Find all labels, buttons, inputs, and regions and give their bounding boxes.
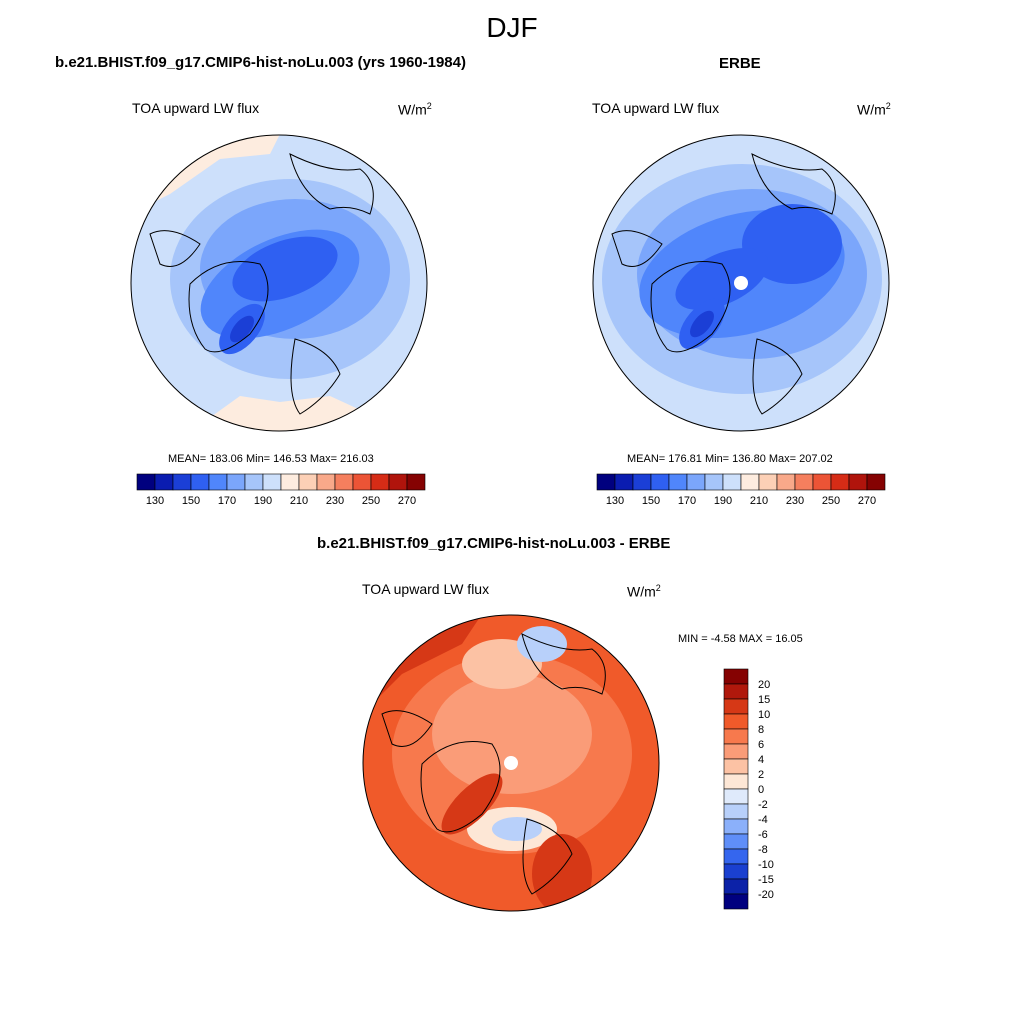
panel-1-colorbar-swatch (154, 473, 174, 491)
panel-3-colorbar-swatch (723, 803, 749, 820)
panel-3-colorbar-swatch (723, 713, 749, 730)
panel-2-colorbar-tick-label: 270 (858, 495, 876, 507)
panel-3-variable-label: TOA upward LW flux (362, 581, 490, 597)
panel-3-colorbar-tick-label: 10 (758, 709, 770, 721)
panel-3-units: W/m2 (627, 583, 661, 600)
panel-1-colorbar-tick-label: 210 (290, 495, 308, 507)
panel-1-colorbar-swatch (190, 473, 210, 491)
panel-3-colorbar-swatch (723, 668, 749, 685)
panel-1-colorbar-tick-label: 150 (182, 495, 200, 507)
panel-1-colorbar-swatch (334, 473, 354, 491)
panel-3-colorbar-tick-label: 8 (758, 724, 764, 736)
panel-3-colorbar-swatch (723, 743, 749, 760)
panel-3-colorbar-swatch (723, 878, 749, 895)
panel-2-colorbar-tick-label: 230 (786, 495, 804, 507)
panel-1-colorbar-tick-label: 230 (326, 495, 344, 507)
panel-3-colorbar-swatch (723, 788, 749, 805)
panel-3-colorbar-tick-label: 0 (758, 784, 764, 796)
panel-3-colorbar-swatch (723, 893, 749, 910)
season-title: DJF (486, 12, 538, 43)
panel-3-colorbar-tick-label: -10 (758, 859, 774, 871)
panel-1-colorbar-tick-label: 250 (362, 495, 380, 507)
panel-2-units: W/m2 (857, 101, 891, 118)
panel-2-colorbar-swatch (704, 473, 724, 491)
panel-3-polar-map (362, 614, 660, 912)
panel-3-colorbar-tick-label: -20 (758, 889, 774, 901)
panel-1-colorbar-tick-label: 130 (146, 495, 164, 507)
panel-2-polar-map (592, 134, 890, 432)
panel-3-colorbar-tick-label: 6 (758, 739, 764, 751)
panel-2-colorbar-swatch (866, 473, 886, 491)
panel-2-colorbar-swatch (794, 473, 814, 491)
panel-2-colorbar-swatch (614, 473, 634, 491)
panel-2-colorbar-tick-label: 170 (678, 495, 696, 507)
panel-3-colorbar-tick-label: 2 (758, 769, 764, 781)
panel-3-colorbar-swatch (723, 863, 749, 880)
panel-1-colorbar-swatch (352, 473, 372, 491)
panel-2-colorbar-swatch (686, 473, 706, 491)
panel-3-colorbar-tick-label: 20 (758, 679, 770, 691)
panel-2-colorbar-tick-label: 250 (822, 495, 840, 507)
panel-2-colorbar-tick-label: 190 (714, 495, 732, 507)
panel-2-colorbar-tick-label: 130 (606, 495, 624, 507)
panel-1-colorbar-swatch (316, 473, 336, 491)
panel-1-colorbar-swatch (388, 473, 408, 491)
panel-3-colorbar-swatch (723, 773, 749, 790)
panel-1-colorbar-swatch (244, 473, 264, 491)
panel-1-colorbar: 130 150 170 190 210 230 250 270 (136, 473, 426, 507)
panel-3-colorbar-tick-label: -2 (758, 799, 768, 811)
panel-2-variable-label: TOA upward LW flux (592, 100, 720, 116)
panel-3-colorbar-tick-label: 15 (758, 694, 770, 706)
panel-2-colorbar-swatch (830, 473, 850, 491)
panel-1-colorbar-swatch (280, 473, 300, 491)
panel-1-colorbar-swatch (370, 473, 390, 491)
panel-2-title: ERBE (719, 55, 761, 72)
panel-3-colorbar-tick-label: 4 (758, 754, 764, 766)
panel-2-colorbar-swatch (740, 473, 760, 491)
panel-3-stats: MIN = -4.58 MAX = 16.05 (678, 633, 803, 645)
panel-1-colorbar-swatch (226, 473, 246, 491)
panel-1-polar-map (130, 134, 428, 432)
panel-2-colorbar-swatch (632, 473, 652, 491)
panel-1-colorbar-swatch (136, 473, 156, 491)
panel-1-colorbar-swatch (298, 473, 318, 491)
panel-1-colorbar-swatch (172, 473, 192, 491)
panel-1-title: b.e21.BHIST.f09_g17.CMIP6-hist-noLu.003 … (55, 54, 466, 71)
panel-3-colorbar-tick-label: -8 (758, 844, 768, 856)
panel-3-colorbar-swatch (723, 818, 749, 835)
panel-2-colorbar-swatch (776, 473, 796, 491)
panel-1-units: W/m2 (398, 101, 432, 118)
panel-2-colorbar-swatch (812, 473, 832, 491)
panel-1-stats: MEAN= 183.06 Min= 146.53 Max= 216.03 (168, 453, 374, 465)
panel-3-colorbar-swatch (723, 848, 749, 865)
panel-1-colorbar-tick-label: 170 (218, 495, 236, 507)
panel-3-colorbar-tick-label: -6 (758, 829, 768, 841)
panel-2-colorbar-swatch (758, 473, 778, 491)
panel-2-colorbar-swatch (722, 473, 742, 491)
panel-2-colorbar-swatch (596, 473, 616, 491)
panel-1-colorbar-swatch (208, 473, 228, 491)
panel-3-colorbar-tick-label: -15 (758, 874, 774, 886)
panel-1-colorbar-swatch (262, 473, 282, 491)
panel-3-colorbar-swatch (723, 698, 749, 715)
panel-3-colorbar-tick-label: -4 (758, 814, 768, 826)
panel-2-colorbar-tick-label: 150 (642, 495, 660, 507)
panel-1-colorbar-tick-label: 190 (254, 495, 272, 507)
panel-2-colorbar-swatch (848, 473, 868, 491)
panel-2-colorbar-swatch (668, 473, 688, 491)
panel-3-colorbar-swatch (723, 833, 749, 850)
panel-3-colorbar-swatch (723, 758, 749, 775)
panel-2-stats: MEAN= 176.81 Min= 136.80 Max= 207.02 (627, 453, 833, 465)
panel-1-colorbar-tick-label: 270 (398, 495, 416, 507)
panel-2-colorbar-swatch (650, 473, 670, 491)
panel-3-colorbar-swatch (723, 728, 749, 745)
panel-1-variable-label: TOA upward LW flux (132, 100, 260, 116)
panel-2-colorbar-tick-label: 210 (750, 495, 768, 507)
panel-3-title: b.e21.BHIST.f09_g17.CMIP6-hist-noLu.003 … (317, 535, 671, 552)
panel-3-colorbar-swatch (723, 683, 749, 700)
panel-2-colorbar: 130 150 170 190 210 230 250 270 (596, 473, 886, 507)
panel-1-colorbar-swatch (406, 473, 426, 491)
